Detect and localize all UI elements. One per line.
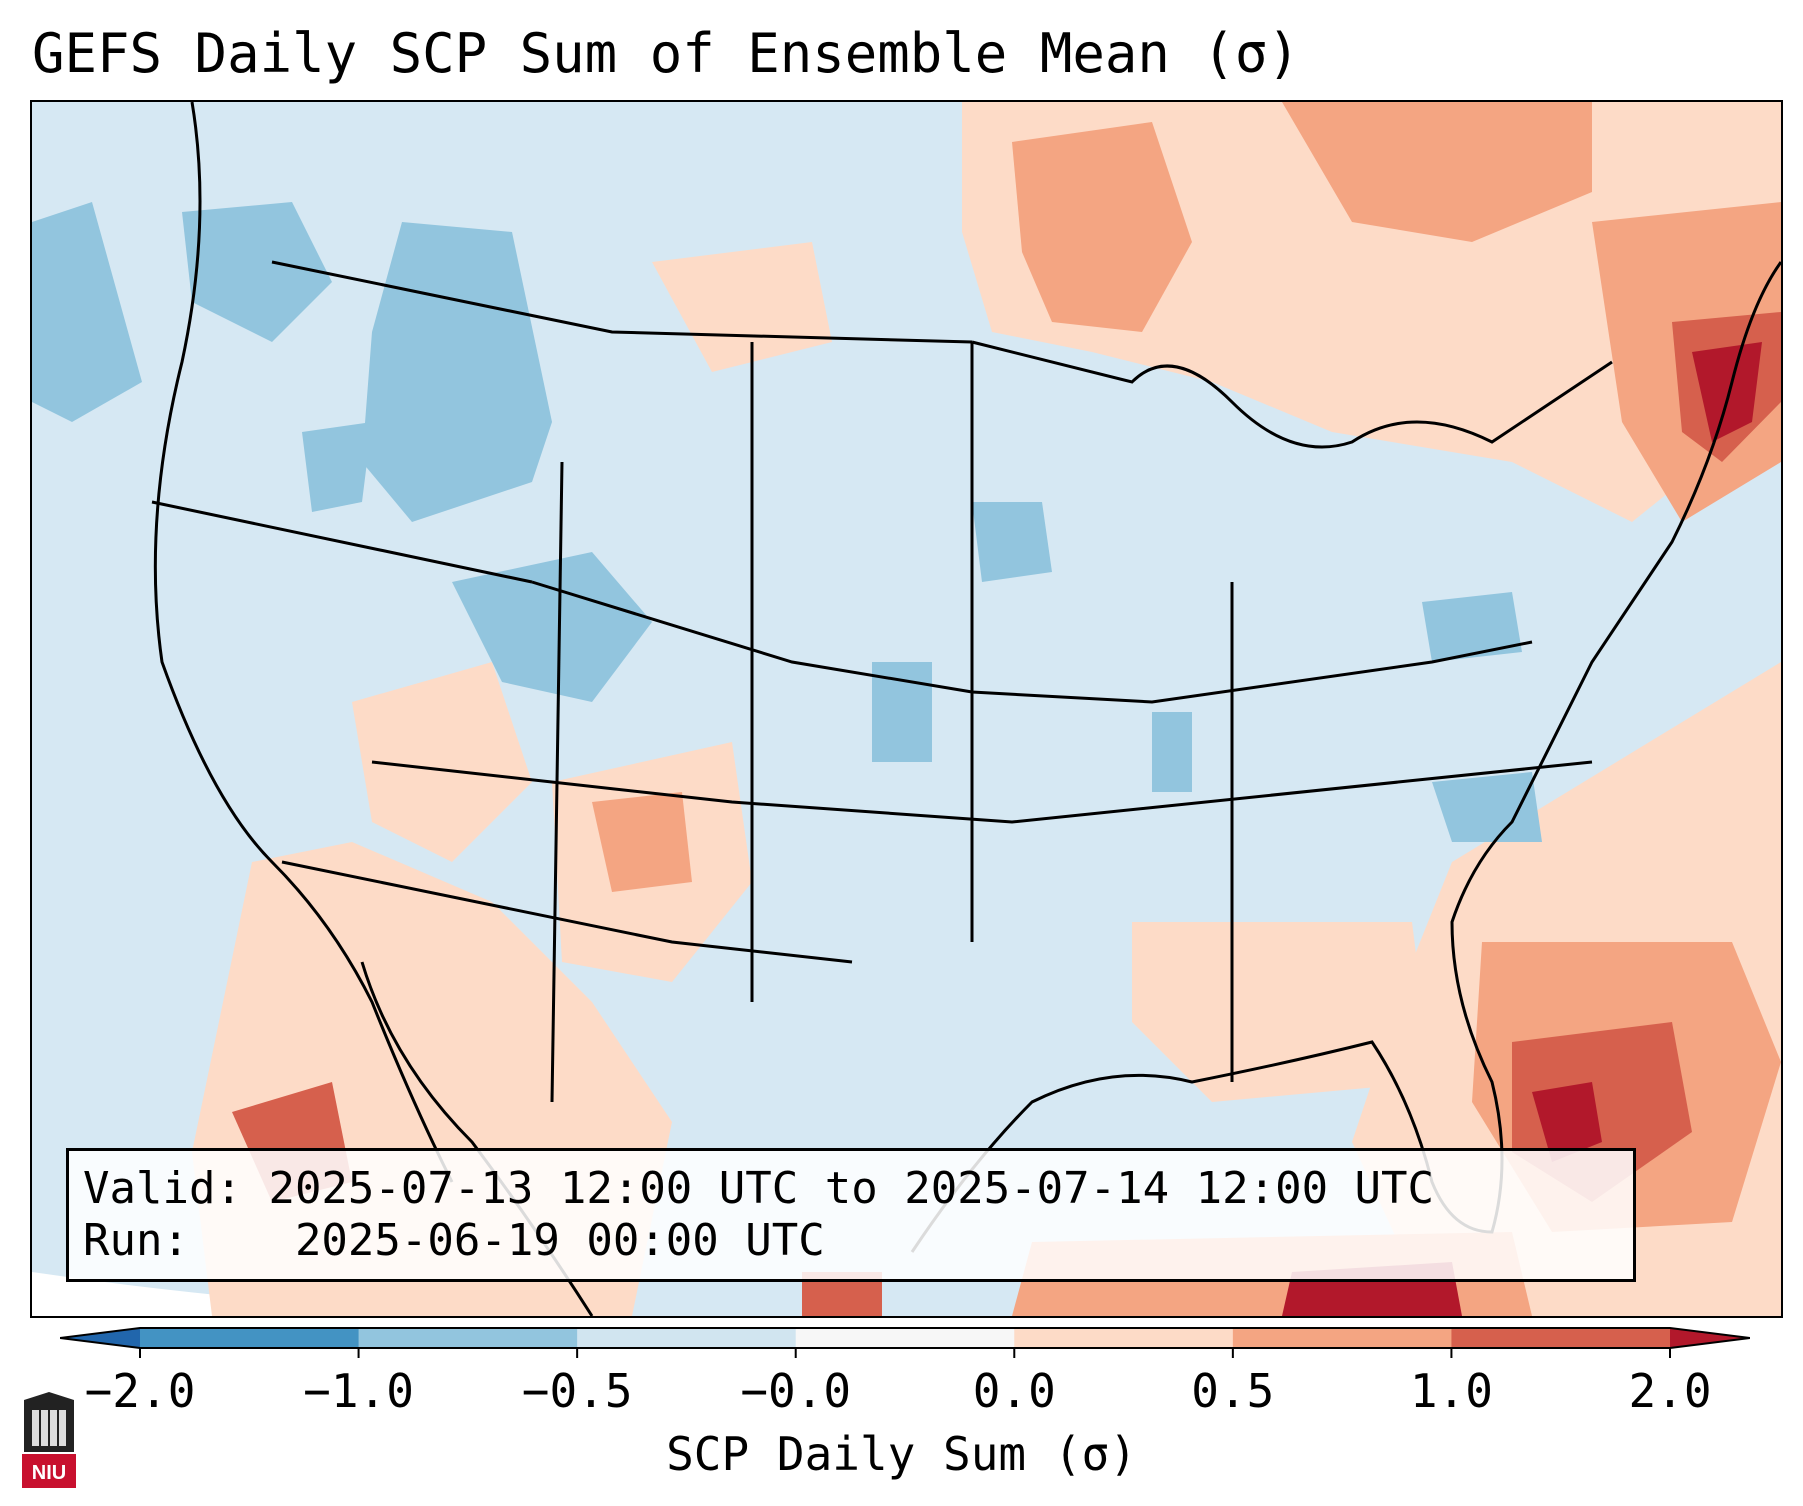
border-oregon-north: [151, 500, 533, 584]
colorbar-extend-high: [1670, 1328, 1750, 1348]
border-southern: [371, 760, 1593, 824]
run-value: 2025-06-19 00:00 UTC: [294, 1215, 825, 1266]
colorbar-tick-label: 1.0: [1409, 1364, 1493, 1418]
colorbar-bin: [1232, 1328, 1452, 1348]
colorbar-tick-label: −0.5: [521, 1364, 633, 1418]
map-panel: [30, 100, 1783, 1318]
projection-edge: [32, 1272, 632, 1316]
colorbar-tick-label: 0.0: [972, 1364, 1056, 1418]
colorbar-label: SCP Daily Sum (σ): [666, 1427, 1137, 1481]
border-central: [531, 580, 1533, 704]
niu-logo: NIU: [22, 1392, 76, 1488]
validity-info-box: Valid: 2025-07-13 12:00 UTC to 2025-07-1…: [66, 1148, 1636, 1282]
border-canada-great-lakes: [971, 340, 1613, 449]
valid-label: Valid:: [83, 1163, 242, 1214]
border-meridian-d: [550, 461, 564, 1103]
colorbar: [60, 1327, 1750, 1358]
colorbar-tick-label: −0.0: [740, 1364, 852, 1418]
colorbar-bin: [577, 1328, 797, 1348]
colorbar-tick-label: −1.0: [303, 1364, 414, 1418]
valid-line: Valid: 2025-07-13 12:00 UTC to 2025-07-1…: [83, 1163, 1434, 1215]
colorbar-tick-label: 2.0: [1628, 1364, 1712, 1418]
gulf-and-east-coast: [910, 261, 1781, 1253]
colorbar-bin: [1451, 1328, 1671, 1348]
colorbar-tick-label: 0.5: [1191, 1364, 1275, 1418]
valid-value: 2025-07-13 12:00 UTC to 2025-07-14 12:00…: [268, 1163, 1435, 1214]
run-label: Run:: [83, 1215, 189, 1266]
colorbar-bin: [140, 1328, 360, 1348]
boundaries: [151, 102, 1781, 1316]
logo-text: NIU: [32, 1462, 66, 1484]
border-southwest: [281, 860, 853, 964]
west-coast: [153, 102, 454, 1183]
colorbar-bin: [1014, 1328, 1234, 1348]
run-line: Run: 2025-06-19 00:00 UTC: [83, 1215, 825, 1267]
negative-anomaly-fields: [32, 202, 1542, 842]
map-title: GEFS Daily SCP Sum of Ensemble Mean (σ): [32, 22, 1300, 85]
colorbar-tick-label: −2.0: [84, 1364, 196, 1418]
colorbar-bin: [795, 1328, 1015, 1348]
colorbar-extend-low: [60, 1328, 140, 1348]
border-northern: [271, 260, 973, 344]
colorbar-bin: [358, 1328, 578, 1348]
map-canvas: [32, 102, 1781, 1316]
